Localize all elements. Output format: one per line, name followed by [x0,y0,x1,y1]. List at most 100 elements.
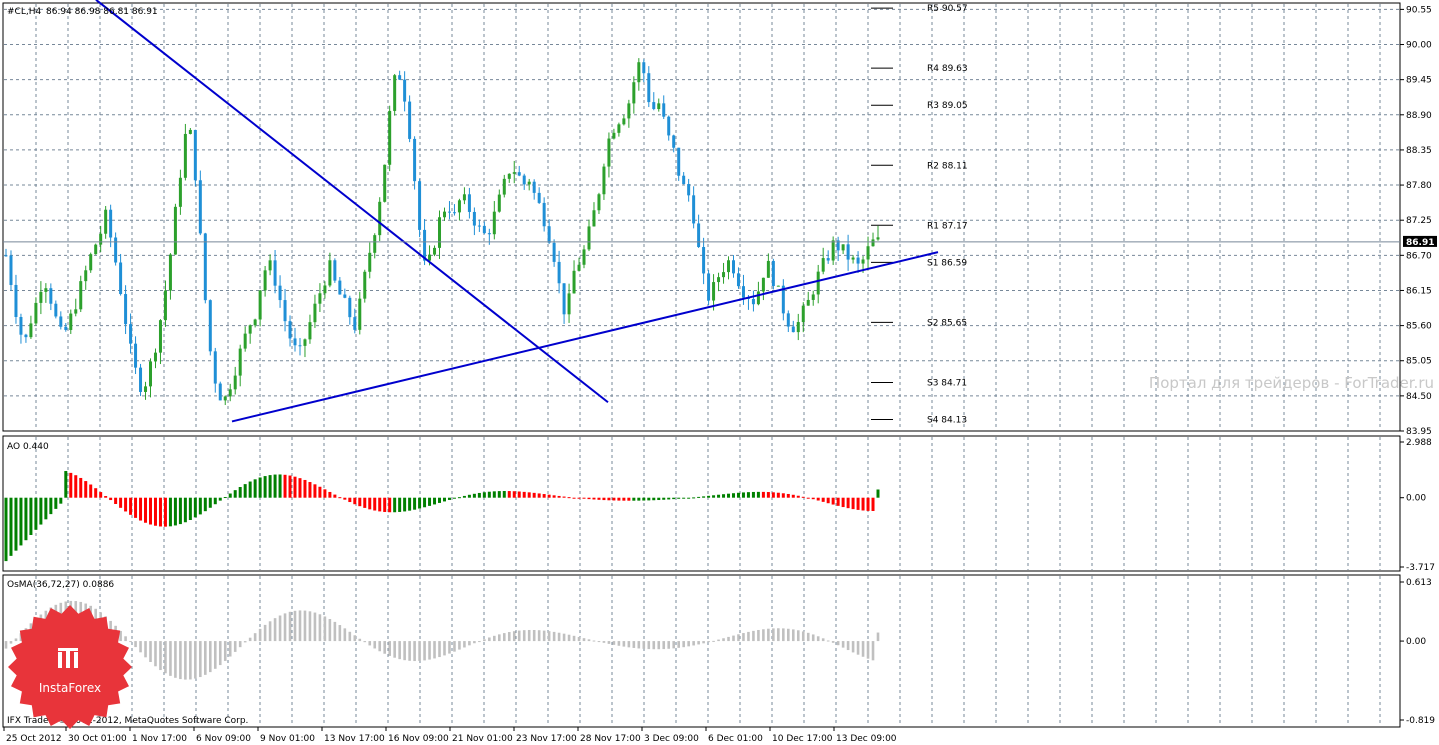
ao-bar [318,486,322,498]
candle-body [54,303,58,317]
osma-bar [119,630,122,642]
ao-bar [423,497,427,508]
ao-bar [677,497,681,499]
osma-bar [502,633,506,642]
osma-tick-label: -0.819 [1406,716,1435,726]
candle-body [308,322,312,340]
osma-bar [876,632,880,642]
candle-body [841,244,845,251]
candle-body [627,103,631,119]
ao-bar [4,497,8,562]
osma-bar [298,610,302,642]
ao-bar [447,497,451,500]
candle-body [522,175,526,185]
pivot-label: R1 87.17 [927,221,968,231]
osma-bar [632,641,636,648]
ao-bar [193,497,197,518]
osma-bar [458,641,461,650]
osma-bar [278,615,282,642]
candle-body [168,254,172,291]
candle-body [871,239,875,247]
ao-bar [333,494,337,498]
osma-bar [403,641,406,661]
candle-body [438,217,442,248]
candle-body [233,375,237,390]
candle-body [776,285,780,287]
osma-bar [423,641,426,661]
candle-body [612,132,616,139]
ao-bar [672,497,676,500]
osma-bar [483,639,486,642]
osma-bar [712,640,715,642]
candle-body [856,257,860,264]
ao-bar [622,497,626,501]
candle-body [139,367,143,392]
osma-bar [4,641,8,649]
osma-bar [697,641,700,645]
osma-bar [453,641,456,652]
osma-bar [717,639,720,642]
candle-body [253,319,257,326]
ao-bar [562,496,566,498]
time-tick-label: 13 Nov 17:00 [324,734,385,744]
candle-body [173,206,177,255]
ao-bar [717,494,721,498]
osma-bar [233,641,237,652]
osma-bar [702,641,705,644]
ao-bar [542,494,546,498]
pivot-label: S1 86.59 [927,258,967,268]
osma-bar [861,641,865,657]
ao-bar [353,497,357,505]
candle-body [228,389,232,397]
ao-bar [253,479,257,498]
ao-bar [642,497,646,501]
price-tick-label: 84.50 [1406,392,1432,402]
ao-bar [243,484,247,498]
ao-bar [233,490,237,498]
osma-bar [498,634,501,642]
candle-body [682,175,686,185]
osma-bar [293,610,297,642]
ao-bar [467,494,471,498]
osma-bar [258,628,262,642]
candle-body [487,233,491,235]
osma-bar [791,629,795,642]
osma-indicator-panel[interactable]: 0.613 0.00 -0.819 OsMA(36,72,27) 0.0886 IF… [2,574,1435,728]
pivot-label: S3 84.71 [927,378,967,388]
ao-grid [35,437,1381,570]
ao-bar [871,497,875,512]
ao-bar [876,489,880,498]
candle-body [393,75,397,111]
osma-bar [777,628,780,642]
osma-bar [787,628,790,642]
osma-tick-label: 0.613 [1406,578,1432,588]
candle-body [99,233,103,245]
candle-body [49,288,53,304]
osma-bar [204,641,207,675]
ao-bar [507,491,511,498]
ao-bar [124,497,128,512]
candle-body [144,386,148,392]
ao-bar [34,497,38,530]
osma-bar [657,641,661,650]
ao-bar [94,488,98,498]
trendlines[interactable] [95,0,939,423]
price-tick-label: 87.80 [1406,181,1432,191]
ao-bar [821,497,825,502]
trendline-ascending [231,251,939,423]
candle-body [816,271,820,295]
osma-bar [268,621,272,642]
ao-bar [522,491,526,498]
candle-body [826,258,830,261]
ao-bar [552,495,556,498]
ao-indicator-panel[interactable]: 2.988 0.00 -3.717 AO 0.440 [2,435,1435,573]
osma-bar [607,641,611,644]
ao-bar [418,497,422,509]
time-tick-label: 16 Nov 09:00 [388,734,449,744]
ao-bar [557,495,561,498]
ao-bar [258,477,262,498]
candle-body [338,280,342,295]
candle-body [736,273,740,287]
price-tick-label: 86.70 [1406,251,1432,261]
price-chart-panel[interactable]: R5 90.57 R4 89.63 R3 89.05 R2 88.11 R1 87.17… [2,0,1437,437]
